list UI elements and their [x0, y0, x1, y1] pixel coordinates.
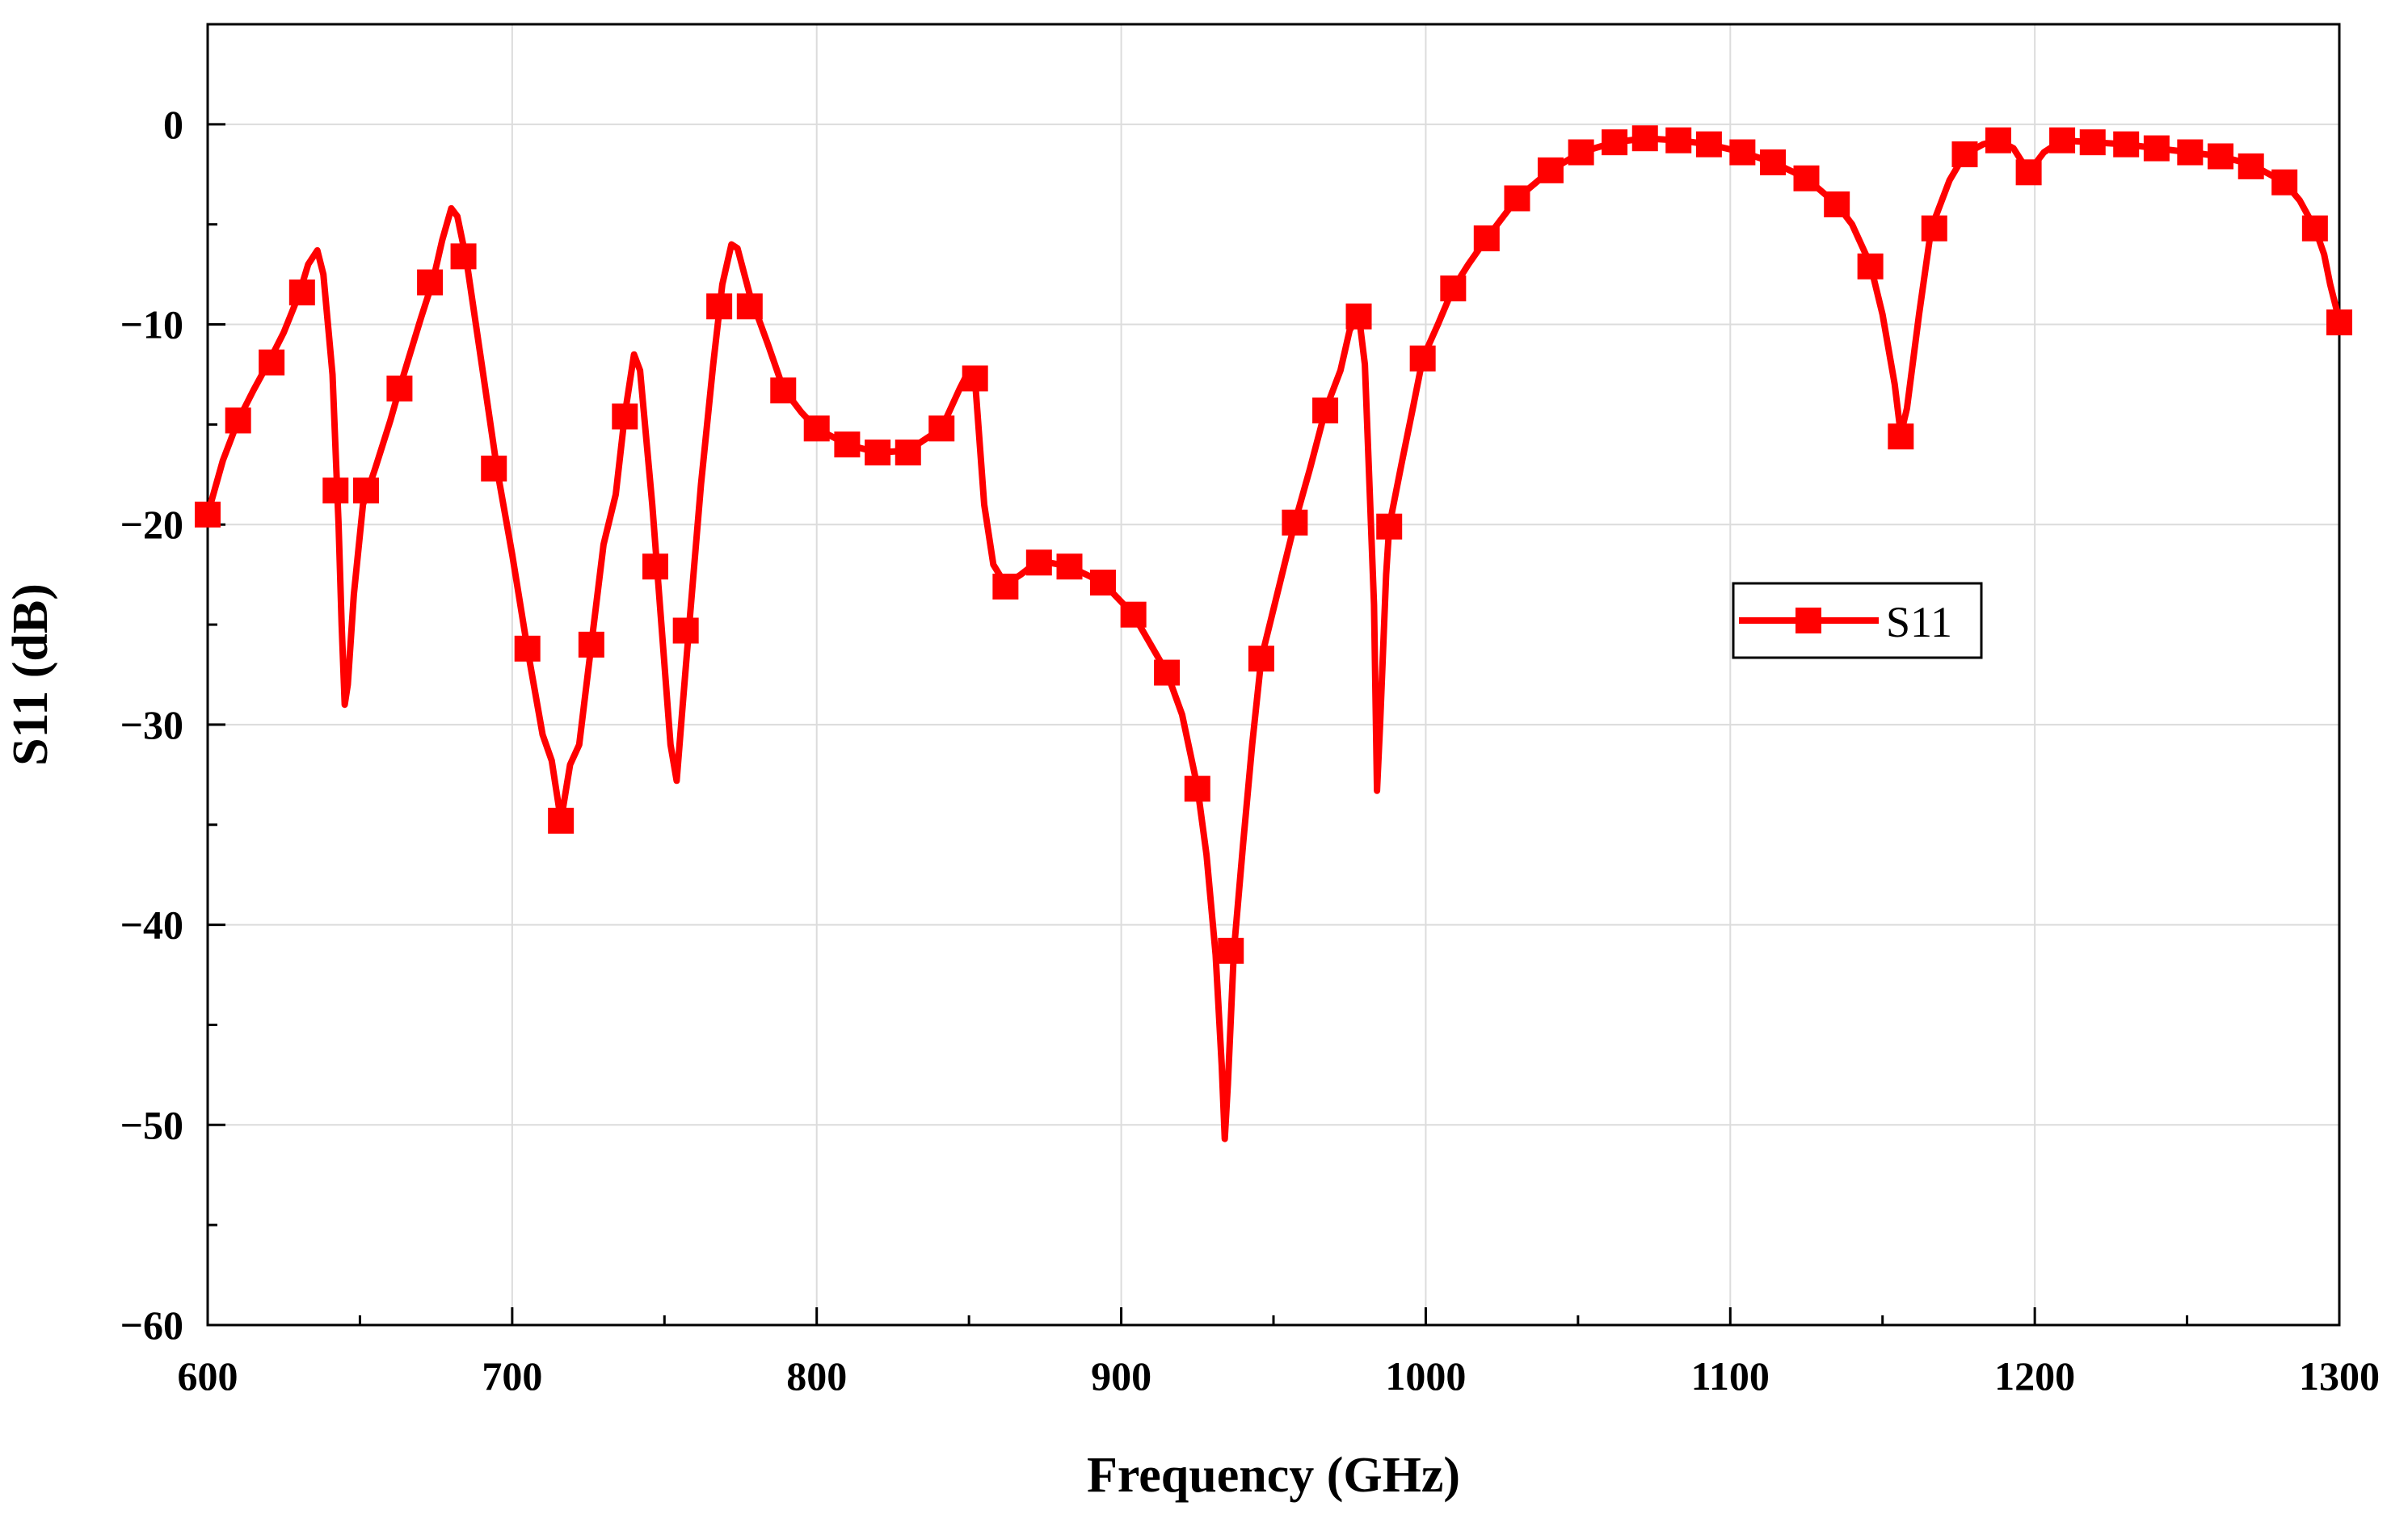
data-point-marker	[1951, 141, 1978, 167]
data-point-marker	[1665, 127, 1692, 154]
data-point-marker	[548, 807, 575, 834]
data-point-marker	[2177, 139, 2204, 166]
data-point-marker	[1760, 149, 1787, 175]
data-point-marker	[1440, 275, 1467, 301]
data-point-marker	[1824, 191, 1850, 217]
data-point-marker	[1888, 423, 1914, 450]
x-tick-label: 700	[482, 1353, 542, 1399]
data-point-marker	[1184, 776, 1210, 802]
data-point-marker	[481, 455, 507, 482]
data-point-marker	[992, 574, 1019, 600]
data-point-marker	[803, 415, 830, 442]
data-point-marker	[1504, 185, 1530, 212]
data-point-marker	[736, 293, 763, 320]
data-point-marker	[322, 478, 349, 504]
x-tick-label: 1200	[1994, 1353, 2075, 1399]
data-point-marker	[352, 478, 379, 504]
data-point-marker	[1695, 131, 1722, 158]
data-point-marker	[928, 415, 955, 442]
data-point-marker	[1056, 553, 1083, 580]
data-point-marker	[1729, 139, 1756, 166]
data-point-marker	[259, 349, 285, 376]
x-tick-label: 900	[1091, 1353, 1151, 1399]
data-point-marker	[514, 635, 541, 662]
data-point-marker	[195, 501, 221, 528]
data-point-marker	[612, 403, 638, 430]
data-point-marker	[2113, 131, 2140, 158]
data-point-marker	[2143, 135, 2170, 162]
legend: S11	[1732, 582, 1983, 659]
data-point-marker	[2079, 129, 2106, 156]
data-point-marker	[706, 293, 733, 320]
y-tick-label: −30	[120, 702, 184, 747]
x-tick-label: 1300	[2299, 1353, 2380, 1399]
data-point-marker	[386, 375, 413, 402]
data-point-marker	[834, 431, 861, 458]
data-point-marker	[770, 377, 797, 404]
data-point-marker	[1857, 253, 1884, 280]
data-point-marker	[2271, 169, 2298, 196]
data-point-marker	[1345, 303, 1372, 330]
y-tick-label: −40	[120, 902, 184, 948]
data-point-marker	[1218, 937, 1244, 964]
data-point-marker	[1312, 398, 1339, 424]
data-point-marker	[417, 269, 444, 296]
data-point-marker	[288, 279, 315, 305]
y-tick-label: −10	[120, 302, 184, 347]
data-point-marker	[2049, 127, 2076, 154]
data-point-marker	[2208, 143, 2234, 170]
y-tick-label: −60	[120, 1302, 184, 1348]
y-axis-title: S11 (dB)	[3, 583, 58, 766]
data-point-marker	[1025, 549, 1052, 576]
y-tick-label: 0	[163, 102, 183, 147]
data-point-marker	[2301, 215, 2328, 242]
axis-ticks: 600 700 800 900 1000 1100 1200 1300 0 −10 −20 −30 −4…	[120, 102, 2381, 1399]
x-tick-label: 1100	[1691, 1353, 1770, 1399]
grid-lines	[208, 24, 2339, 1325]
data-point-marker	[1631, 125, 1658, 152]
data-point-marker	[578, 631, 604, 658]
data-point-marker	[1568, 139, 1594, 166]
data-point-marker	[1282, 509, 1308, 536]
data-point-marker	[642, 553, 668, 580]
data-point-marker	[1602, 129, 1628, 156]
data-point-marker	[2326, 309, 2352, 336]
data-point-marker	[1537, 157, 1564, 183]
data-point-marker	[225, 407, 251, 434]
data-point-marker	[1120, 601, 1147, 628]
data-point-marker	[865, 440, 891, 466]
data-point-marker	[1089, 570, 1116, 596]
y-tick-label: −20	[120, 502, 184, 547]
data-point-marker	[1376, 513, 1403, 540]
data-point-marker	[1793, 165, 1820, 191]
data-point-marker	[672, 617, 699, 644]
data-point-marker	[1154, 659, 1181, 686]
data-point-marker	[450, 243, 477, 270]
legend-marker-swatch	[1795, 608, 1821, 633]
data-point-marker	[1248, 646, 1274, 672]
data-point-marker	[962, 365, 988, 392]
data-point-marker	[2015, 159, 2042, 186]
data-point-marker	[1921, 215, 1947, 242]
series-s11	[195, 125, 2352, 1142]
series-line-s11	[204, 135, 2343, 1142]
x-tick-label: 600	[178, 1353, 238, 1399]
y-tick-label: −50	[120, 1102, 184, 1147]
data-point-marker	[2238, 153, 2264, 179]
x-tick-label: 1000	[1385, 1353, 1466, 1399]
x-tick-label: 800	[786, 1353, 847, 1399]
x-axis-title: Frequency (GHz)	[1087, 1448, 1460, 1503]
data-point-marker	[1409, 345, 1436, 372]
data-point-marker	[895, 440, 921, 466]
data-point-marker	[1473, 225, 1500, 252]
legend-label: S11	[1886, 598, 1952, 646]
data-point-marker	[1985, 127, 2011, 154]
